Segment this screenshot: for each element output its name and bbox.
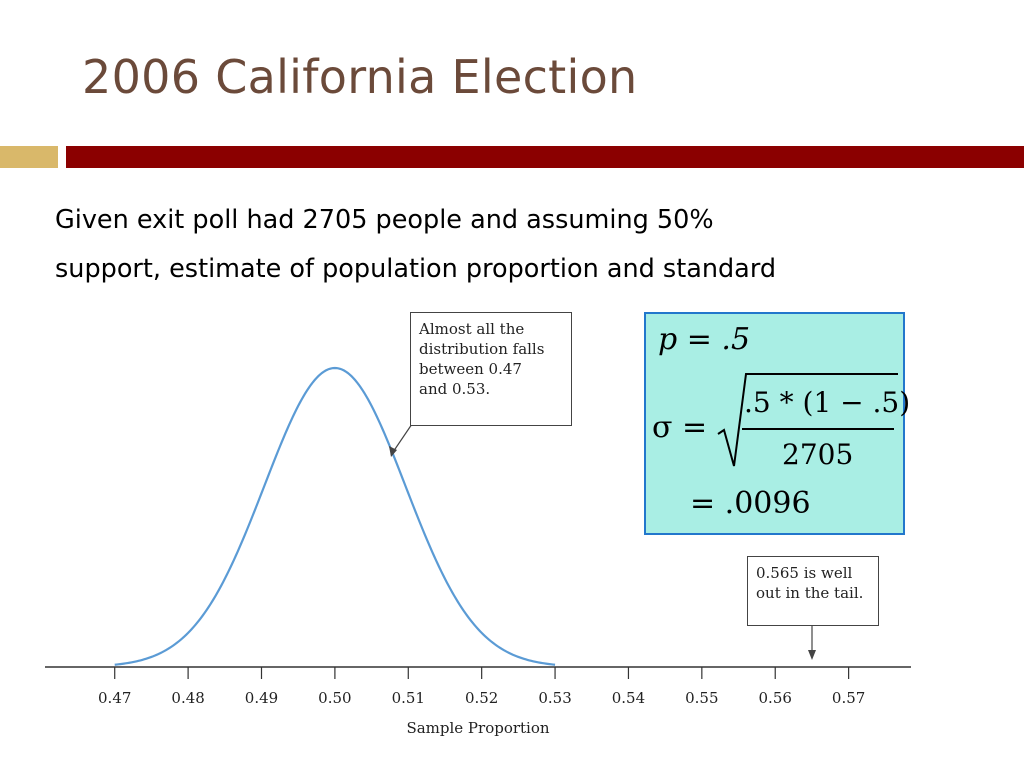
sqrt-sign-icon [717, 373, 898, 467]
body-line-2: support, estimate of population proporti… [55, 254, 777, 284]
x-tick-label: 0.49 [245, 689, 278, 707]
x-axis-label: Sample Proportion [406, 719, 549, 737]
body-text: Given exit poll had 2705 people and assu… [55, 196, 1015, 294]
peak-callout-line: between 0.47 [419, 360, 522, 378]
peak-callout-line: and 0.53. [419, 380, 491, 398]
x-tick-label: 0.47 [98, 689, 131, 707]
x-tick-label: 0.57 [832, 689, 865, 707]
x-tick-label: 0.51 [392, 689, 425, 707]
fraction-bar [742, 428, 894, 430]
callout-1-arrowhead [389, 446, 397, 457]
normal-curve-line [114, 366, 556, 666]
peak-callout: Almost all the distribution falls betwee… [410, 312, 572, 426]
x-tick-label: 0.53 [538, 689, 571, 707]
peak-callout-line: distribution falls [419, 340, 545, 358]
gold-accent-bar [0, 146, 58, 168]
x-tick-label: 0.48 [171, 689, 204, 707]
x-tick-label: 0.50 [318, 689, 351, 707]
slide-title: 2006 California Election [82, 50, 638, 104]
sigma-label: σ = [652, 410, 708, 445]
body-line-1: Given exit poll had 2705 people and assu… [55, 205, 714, 235]
formula-box: p = .5 σ = .5 * (1 − .5) 2705 = .0096 [644, 312, 910, 535]
fraction-numerator: .5 * (1 − .5) [744, 386, 911, 419]
tail-callout-line: out in the tail. [756, 584, 864, 602]
x-tick-label: 0.55 [685, 689, 718, 707]
p-equation: p = .5 [658, 322, 751, 357]
tail-callout-line: 0.565 is well [756, 564, 853, 582]
callout-2-arrowhead [808, 650, 816, 660]
x-tick-label: 0.56 [759, 689, 792, 707]
sigma-result: = .0096 [690, 486, 811, 521]
x-tick-label: 0.54 [612, 689, 645, 707]
tail-callout: 0.565 is well out in the tail. [747, 556, 879, 626]
fraction-denominator: 2705 [782, 438, 854, 471]
peak-callout-line: Almost all the [419, 320, 525, 338]
red-accent-bar [66, 146, 1024, 168]
x-tick-label: 0.52 [465, 689, 498, 707]
